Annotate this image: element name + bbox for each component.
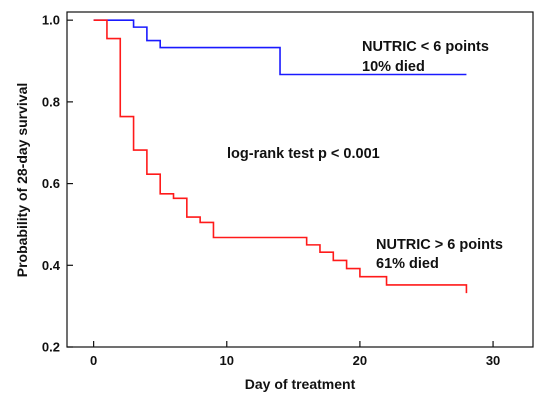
annotation-nutric-low-title: NUTRIC < 6 points bbox=[362, 39, 489, 55]
x-tick-label: 10 bbox=[220, 353, 234, 368]
y-tick-label: 1.0 bbox=[42, 13, 60, 28]
survival-curve-nutric-high bbox=[93, 19, 468, 294]
x-axis-title: Day of treatment bbox=[245, 376, 356, 392]
survival-curve-nutric-low bbox=[93, 19, 467, 76]
series-layer bbox=[93, 19, 468, 294]
x-tick-label: 30 bbox=[486, 353, 500, 368]
annotation-logrank: log-rank test p < 0.001 bbox=[227, 146, 380, 162]
y-axis-title: Probability of 28-day survival bbox=[14, 83, 30, 278]
y-tick-label: 0.8 bbox=[42, 94, 60, 109]
y-tick-label: 0.6 bbox=[42, 176, 60, 191]
x-tick-label: 20 bbox=[353, 353, 367, 368]
x-axis: 0 10 20 30 bbox=[90, 341, 500, 368]
annotation-nutric-high-title: NUTRIC > 6 points bbox=[376, 237, 503, 253]
x-tick-label: 0 bbox=[90, 353, 97, 368]
annotation-nutric-low-died: 10% died bbox=[362, 59, 425, 75]
y-axis: 0.2 0.4 0.6 0.8 1.0 bbox=[42, 13, 73, 355]
annotation-nutric-high-died: 61% died bbox=[376, 256, 439, 272]
plot-frame bbox=[66, 11, 534, 348]
y-tick-label: 0.4 bbox=[42, 258, 61, 273]
y-tick-label: 0.2 bbox=[42, 340, 60, 355]
